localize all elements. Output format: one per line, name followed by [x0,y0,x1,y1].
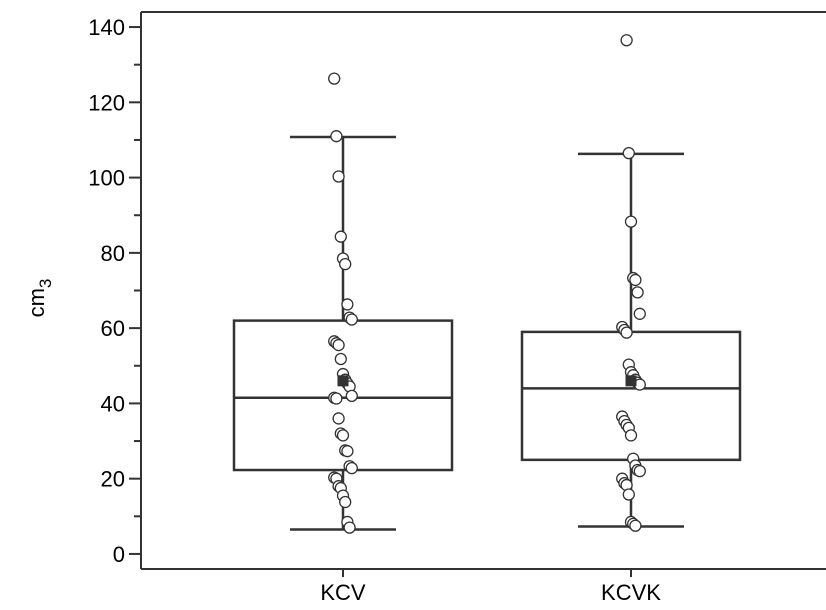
data-point [624,429,638,442]
data-point [624,215,638,228]
data-point [620,34,633,47]
data-point [339,258,352,271]
y-axis-title: cm3 [24,279,55,318]
box-group-kcvk [520,34,742,532]
data-point [328,72,341,85]
mean-marker [625,375,637,387]
y-tick-label: 60 [101,316,125,341]
axes [140,11,826,570]
boxes [232,34,742,534]
y-tick-label: 100 [88,166,125,191]
data-point [633,307,646,320]
data-point [345,389,358,403]
data-point [332,338,345,352]
data-point [633,464,646,478]
y-tick-label: 140 [88,15,125,40]
data-point [620,326,633,339]
y-tick-label: 40 [101,391,125,416]
x-category-label: KCVK [601,580,661,605]
data-point [334,352,347,366]
y-axis-title-main: cm [24,288,49,317]
y-axis-title-subscript: 3 [36,279,55,288]
data-point [345,461,358,475]
data-point [629,519,642,532]
data-point [330,392,343,405]
data-point [332,170,345,183]
data-point [622,488,635,501]
data-point [339,495,352,509]
x-category-label: KCV [320,580,366,605]
mean-marker [337,375,349,387]
box-group-kcv [232,72,454,534]
y-tick-label: 20 [101,467,125,492]
data-point [622,146,635,160]
y-ticks: 0 20 40 60 80 100 120 140 [88,15,141,567]
data-point [332,412,345,425]
y-tick-label: 0 [113,542,125,567]
data-point [345,313,358,326]
y-tick-label: 120 [88,90,125,115]
data-point [330,130,343,143]
data-point [334,230,347,243]
data-point [343,521,356,534]
data-point [341,445,354,458]
data-point [631,286,644,299]
data-point [629,273,642,287]
y-tick-label: 80 [101,241,125,266]
data-point [336,429,350,442]
iqr-box [232,319,454,472]
x-labels: KCV KCVK [320,569,661,605]
data-point [341,298,354,311]
